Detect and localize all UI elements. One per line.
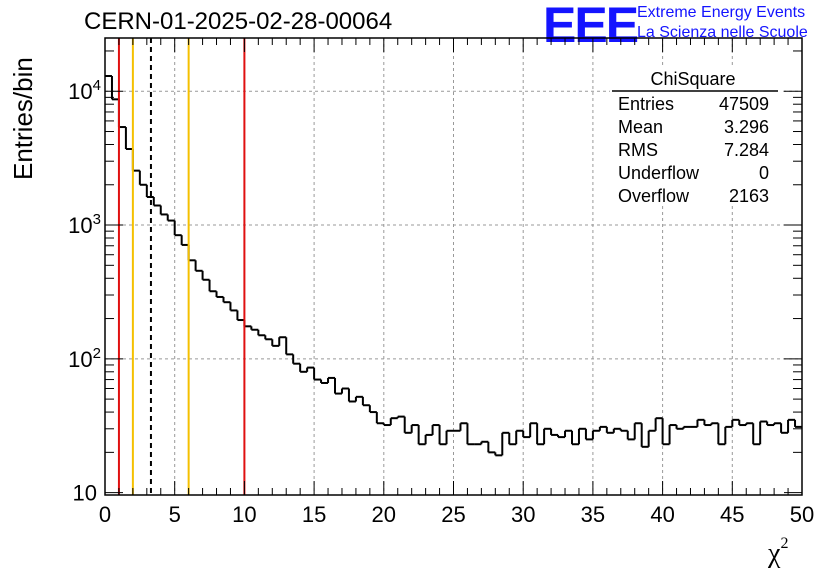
x-tick-label: 30 [511,502,535,527]
stats-row-value: 2163 [729,186,769,206]
x-axis-label-base: χ [768,538,781,569]
stats-row-label: Mean [618,117,663,137]
x-tick-label: 35 [581,502,605,527]
x-axis-label: χ2 [768,534,789,570]
stats-row-value: 7.284 [724,140,769,160]
chart-title: CERN-01-2025-02-28-00064 [84,8,393,35]
stats-row-label: Overflow [618,186,690,206]
stats-row-label: RMS [618,140,658,160]
x-tick-label: 0 [99,502,111,527]
axis-ticks: 0 5 10 15 20 25 30 35 40 45 50 10 102 103 104 [68,38,814,527]
stats-row-value: 47509 [719,94,769,114]
x-tick-label: 5 [169,502,181,527]
x-tick-label: 40 [650,502,674,527]
histogram-bars [105,74,802,457]
stats-box: ChiSquare Entries 47509 Mean 3.296 RMS 7.284 Un… [610,65,780,206]
eee-logo-mark: EEE [543,0,639,53]
logo-line-2: La Scienza nelle Scuole [637,24,808,41]
stats-row-label: Underflow [618,163,700,183]
y-tick-label: 103 [68,211,101,238]
stats-row-label: Entries [618,94,674,114]
y-tick-label: 102 [68,345,101,372]
x-tick-label: 45 [720,502,744,527]
stats-box-bg [610,65,780,205]
x-tick-label: 15 [302,502,326,527]
logo-line-1: Extreme Energy Events [637,4,806,21]
x-tick-label: 10 [232,502,256,527]
x-axis-label-sup: 2 [780,534,789,552]
x-tick-label: 25 [441,502,465,527]
stats-row-value: 3.296 [724,117,769,137]
x-tick-label: 50 [790,502,814,527]
stats-row-value: 0 [759,163,769,183]
y-tick-label: 10 [73,481,97,506]
x-tick-label: 20 [372,502,396,527]
stats-box-title: ChiSquare [650,69,735,89]
y-tick-label: 104 [68,77,101,104]
threshold-lines [117,38,246,495]
